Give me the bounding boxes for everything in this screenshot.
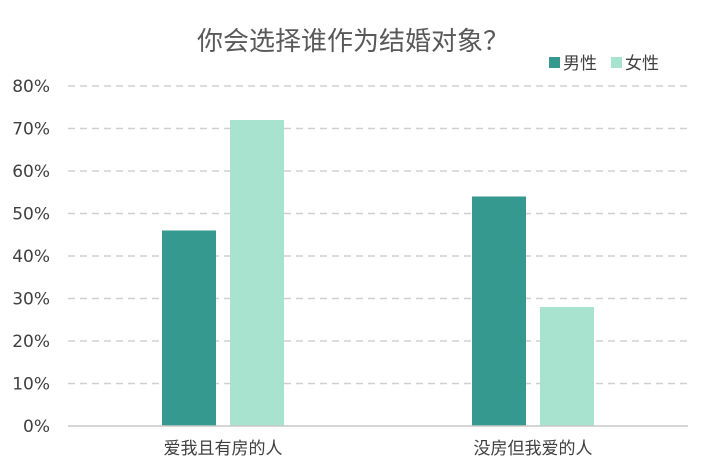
x-axis-categories: 爱我且有房的人 没房但我爱的人 bbox=[164, 439, 593, 459]
legend-swatch bbox=[549, 57, 560, 68]
x-category-label: 没房但我爱的人 bbox=[474, 439, 593, 459]
y-tick-label: 70% bbox=[12, 120, 50, 140]
bars bbox=[162, 120, 594, 426]
legend-label: 男性 bbox=[563, 54, 597, 74]
legend: 男性 女性 bbox=[549, 54, 659, 74]
bar bbox=[162, 230, 216, 426]
y-tick-label: 80% bbox=[12, 77, 50, 97]
x-category-label: 爱我且有房的人 bbox=[164, 439, 283, 459]
y-tick-label: 60% bbox=[12, 162, 50, 182]
y-tick-label: 0% bbox=[23, 417, 50, 437]
y-tick-label: 20% bbox=[12, 332, 50, 352]
legend-swatch bbox=[611, 57, 622, 68]
chart-title: 你会选择谁作为结婚对象？ bbox=[197, 27, 509, 57]
y-axis-ticks: 0% 10% 20% 30% 40% 50% 60% 70% 80% bbox=[12, 77, 50, 437]
bar bbox=[472, 196, 526, 426]
y-tick-label: 10% bbox=[12, 375, 50, 395]
y-tick-label: 50% bbox=[12, 205, 50, 225]
bar bbox=[540, 307, 594, 426]
y-tick-label: 40% bbox=[12, 247, 50, 267]
grid-lines bbox=[68, 85, 688, 385]
legend-label: 女性 bbox=[625, 54, 659, 74]
bar bbox=[230, 120, 284, 426]
y-tick-label: 30% bbox=[12, 290, 50, 310]
